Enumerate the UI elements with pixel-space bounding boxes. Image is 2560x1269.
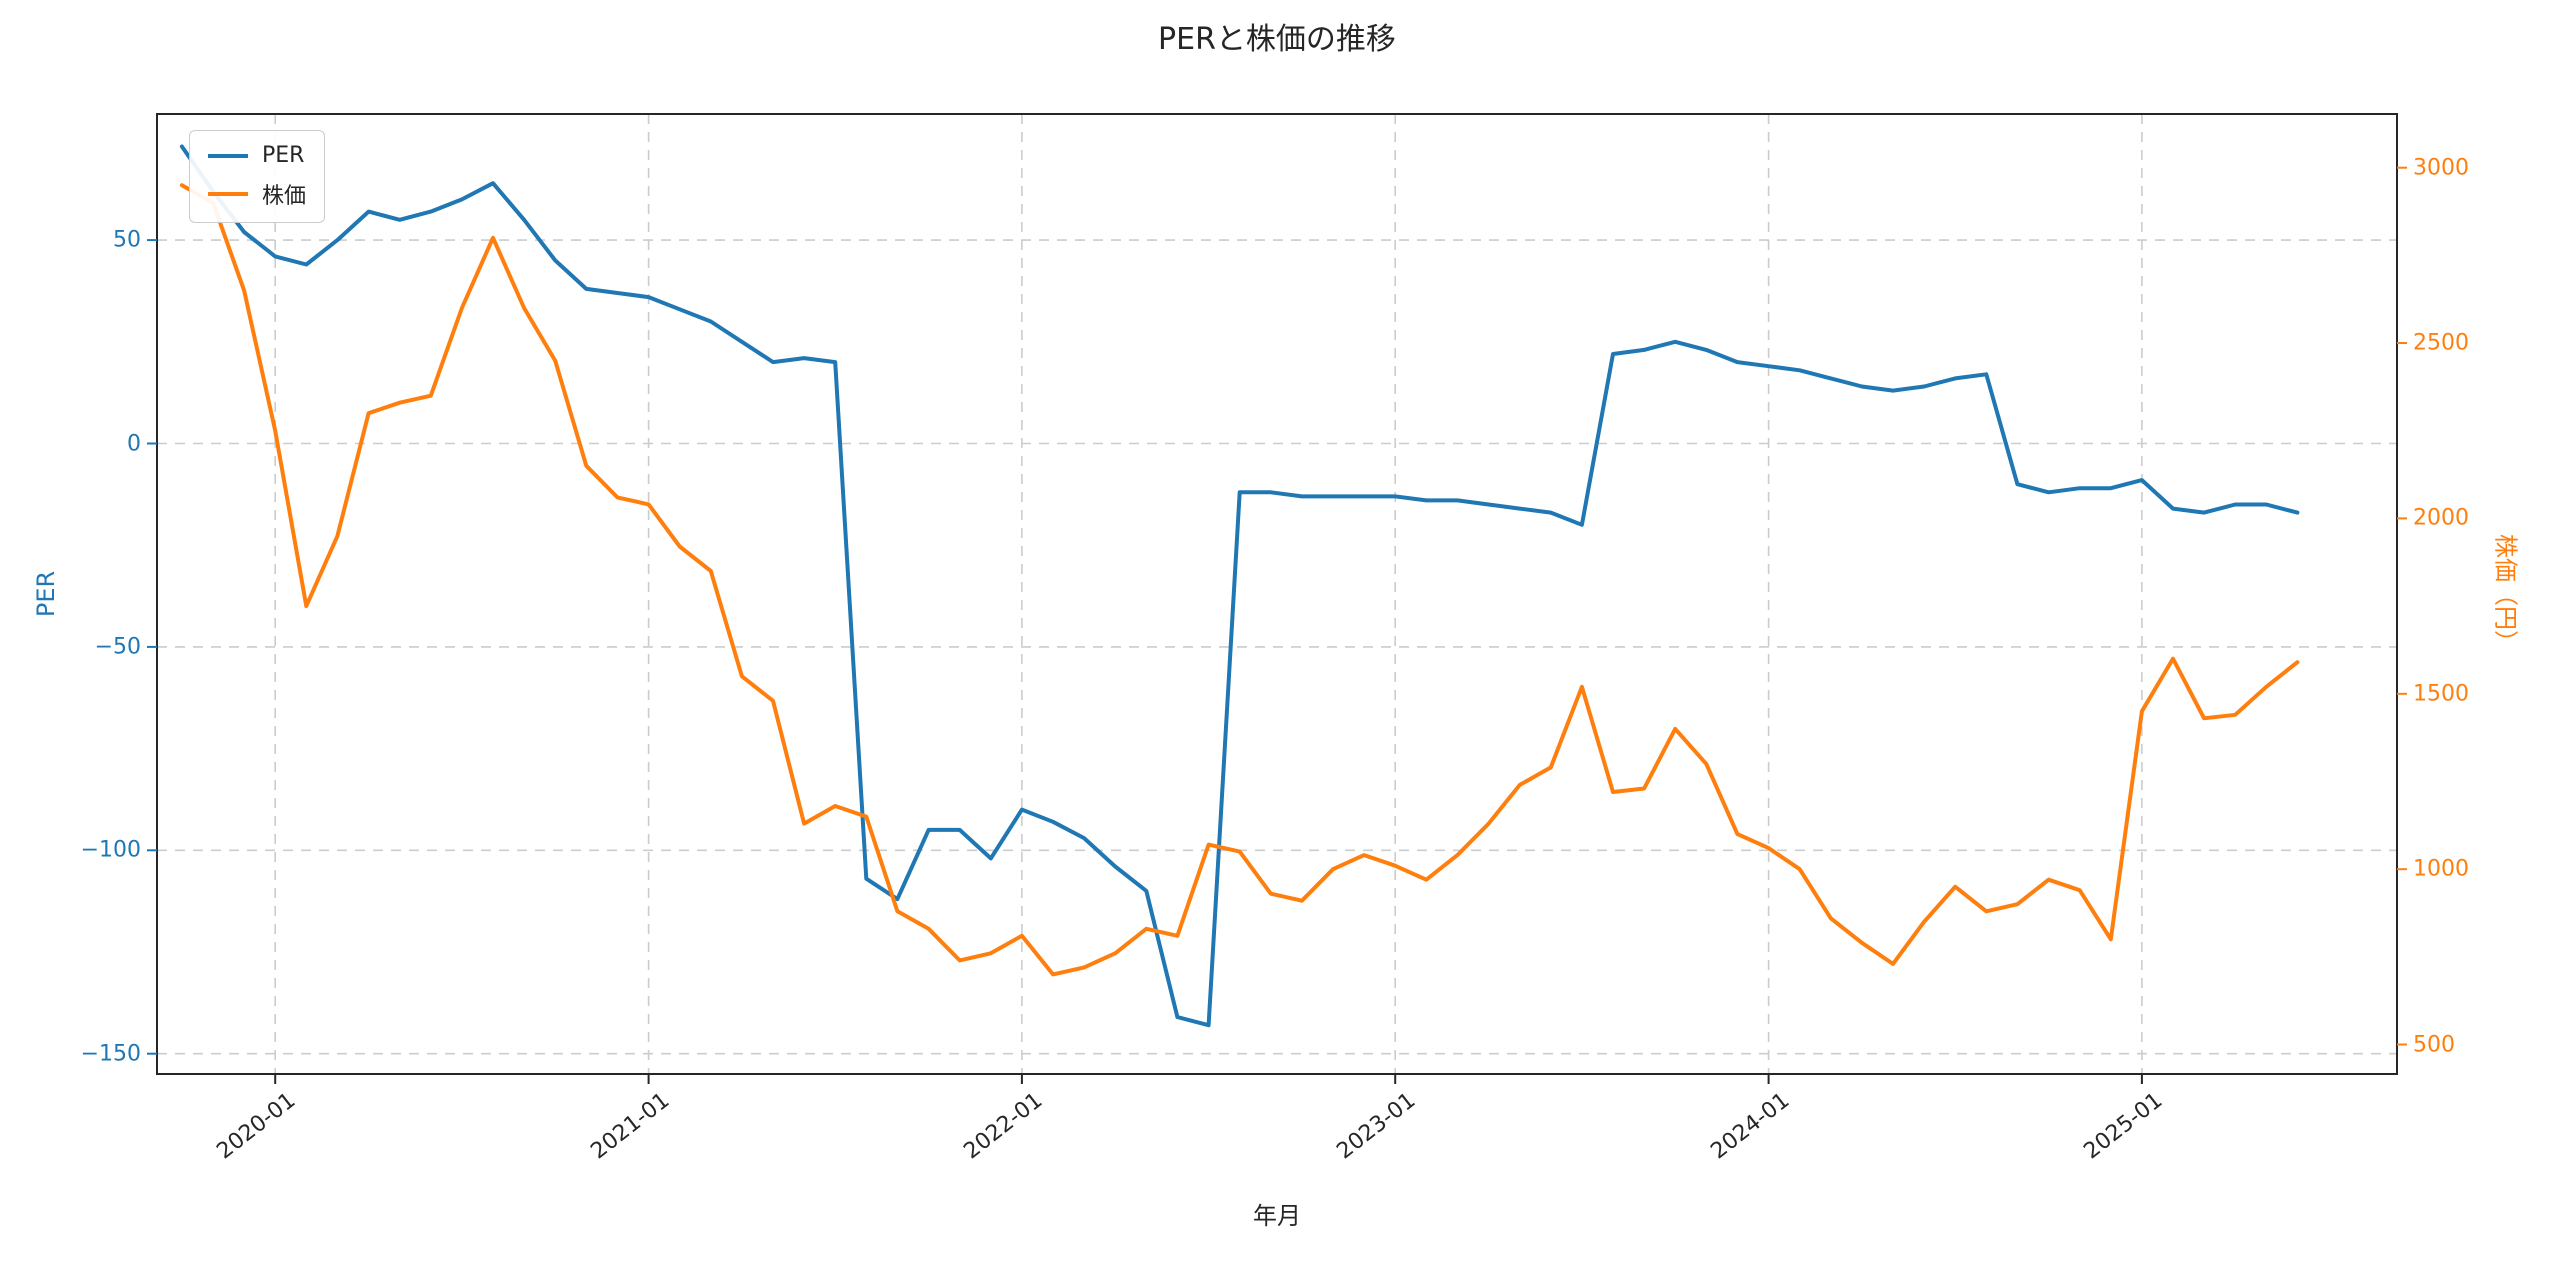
legend-label-per: PER	[262, 143, 305, 168]
y-left-tick-label: −50	[94, 634, 141, 660]
y-right-tick-label: 3000	[2413, 155, 2469, 181]
legend: PER 株価	[189, 130, 326, 223]
legend-label-stock: 株価	[262, 184, 307, 209]
y-right-tick-label: 2000	[2413, 505, 2469, 531]
y-right-tick-label: 1000	[2413, 856, 2469, 882]
left-axis-title: PER	[32, 570, 60, 618]
series-line-stock	[179, 183, 2300, 977]
legend-item-per: PER	[208, 143, 306, 168]
right-axis-title: 株価（円）	[2491, 534, 2520, 654]
per-line-swatch	[208, 153, 248, 158]
chart-title: PERと株価の推移	[1158, 22, 1396, 57]
y-right-tick-label: 2500	[2413, 330, 2469, 356]
stock-line-swatch	[208, 192, 248, 196]
y-right-tick-label: 500	[2413, 1032, 2455, 1057]
y-left-tick-label: 50	[113, 227, 141, 253]
plot-border	[156, 113, 2398, 1075]
x-axis-title: 年月	[1253, 1202, 1301, 1230]
legend-item-stock: 株価	[208, 178, 306, 210]
series-line-per	[179, 144, 2300, 1028]
y-left-tick-label: 0	[127, 431, 141, 456]
y-left-tick-label: −150	[80, 1041, 141, 1067]
y-left-tick-label: −100	[80, 837, 141, 863]
y-right-tick-label: 1500	[2413, 681, 2469, 707]
